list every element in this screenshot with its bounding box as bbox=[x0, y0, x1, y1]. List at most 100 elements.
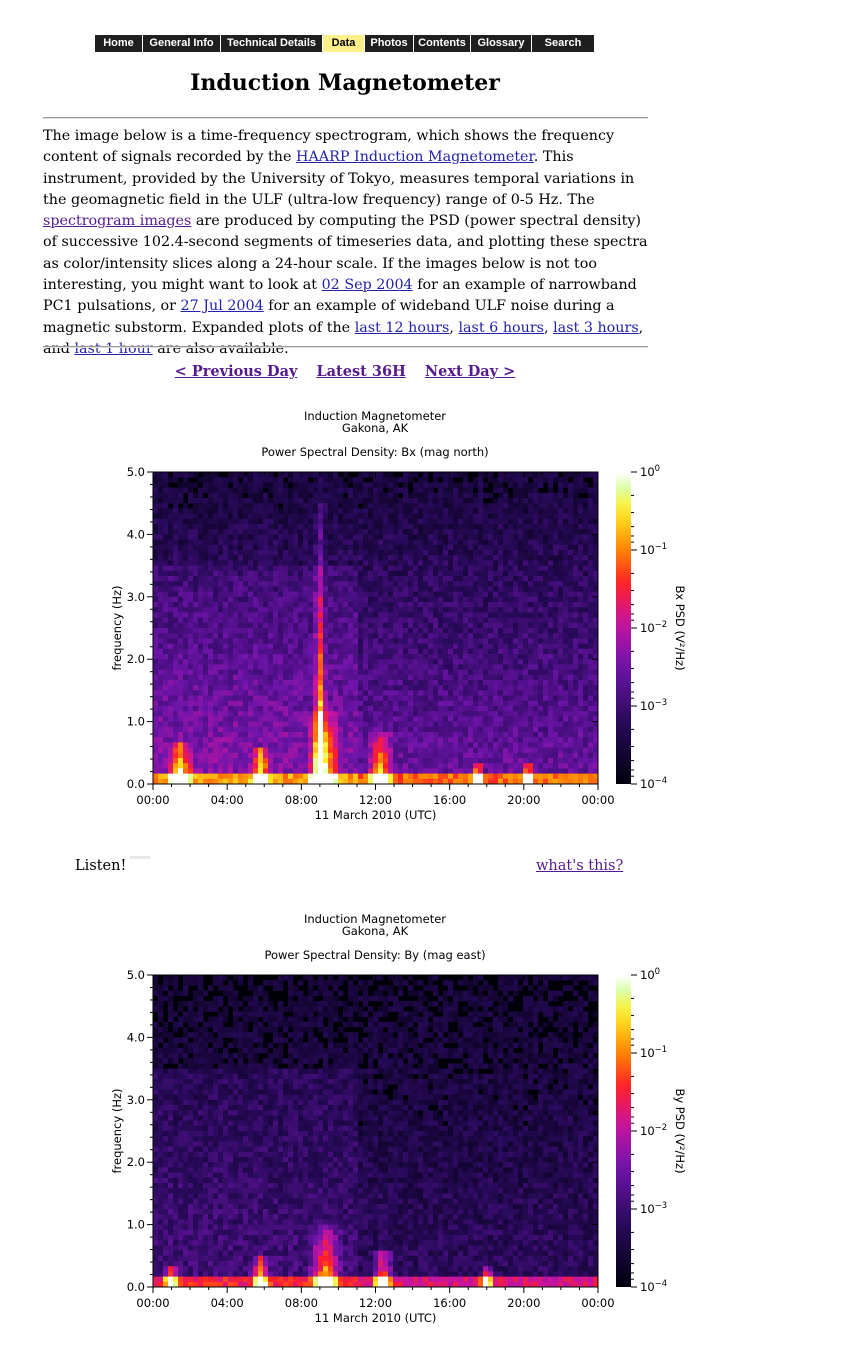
heatmap-cell bbox=[313, 726, 319, 733]
heatmap-cell bbox=[513, 550, 519, 556]
heatmap-cell bbox=[318, 602, 324, 608]
heatmap-cell bbox=[458, 711, 464, 717]
latest-36h-link[interactable]: Latest 36H bbox=[316, 363, 406, 380]
sep-2004-link[interactable]: 02 Sep 2004 bbox=[321, 277, 413, 294]
heatmap-cell bbox=[553, 612, 559, 618]
heatmap-cell bbox=[373, 576, 379, 582]
heatmap-cell bbox=[303, 747, 309, 754]
heatmap-cell bbox=[328, 721, 334, 728]
heatmap-cell bbox=[373, 622, 379, 629]
heatmap-cell bbox=[398, 628, 404, 634]
heatmap-cell bbox=[158, 570, 164, 577]
heatmap-cell bbox=[258, 742, 264, 748]
heatmap-cell bbox=[288, 742, 294, 748]
heatmap-cell bbox=[403, 716, 409, 722]
heatmap-cell bbox=[428, 565, 434, 572]
heatmap-cell bbox=[458, 680, 464, 686]
heatmap-cell bbox=[183, 539, 189, 546]
heatmap-cell bbox=[328, 711, 334, 717]
heatmap-cell bbox=[533, 591, 539, 598]
heatmap-cell bbox=[483, 664, 489, 670]
heatmap-cell bbox=[223, 773, 229, 780]
heatmap-cell bbox=[558, 477, 564, 483]
heatmap-cell bbox=[553, 763, 559, 769]
heatmap-cell bbox=[528, 700, 534, 707]
heatmap-cell bbox=[433, 534, 439, 540]
next-day-link[interactable]: Next Day > bbox=[424, 363, 516, 380]
heatmap-cell bbox=[443, 768, 449, 774]
heatmap-cell bbox=[298, 633, 304, 639]
heatmap-cell bbox=[418, 482, 424, 488]
heatmap-cell bbox=[383, 508, 389, 514]
heatmap-cell bbox=[303, 518, 309, 525]
heatmap-cell bbox=[283, 685, 289, 691]
magnetometer-link[interactable]: HAARP Induction Magnetometer bbox=[296, 149, 534, 166]
heatmap-cell bbox=[183, 690, 189, 696]
nav-tab-glossary[interactable]: Glossary bbox=[471, 35, 532, 52]
heatmap-cell bbox=[303, 659, 309, 665]
nav-tab-data[interactable]: Data bbox=[323, 35, 365, 52]
heatmap-cell bbox=[163, 482, 169, 488]
heatmap-cell bbox=[448, 524, 454, 530]
heatmap-cell bbox=[173, 747, 179, 754]
heatmap-cell bbox=[428, 487, 434, 494]
last-6-hours-link[interactable]: last 6 hours bbox=[458, 319, 545, 336]
heatmap-cell bbox=[403, 591, 409, 598]
heatmap-cell bbox=[168, 529, 174, 535]
heatmap-cell bbox=[468, 648, 474, 655]
last-1-hour-link[interactable]: last 1 hour bbox=[74, 340, 153, 357]
heatmap-cell bbox=[153, 680, 159, 686]
heatmap-cell bbox=[298, 674, 304, 681]
heatmap-cell bbox=[183, 508, 189, 514]
nav-tab-home[interactable]: Home bbox=[95, 35, 143, 52]
last-12-hours-link[interactable]: last 12 hours bbox=[354, 319, 450, 336]
heatmap-cell bbox=[233, 555, 239, 561]
heatmap-cell bbox=[553, 508, 559, 514]
heatmap-cell bbox=[368, 560, 374, 566]
nav-tab-technical-details[interactable]: Technical Details bbox=[221, 35, 323, 52]
heatmap-cell bbox=[553, 659, 559, 665]
heatmap-cell bbox=[473, 648, 479, 655]
heatmap-cell bbox=[443, 472, 449, 478]
heatmap-cell bbox=[408, 550, 414, 556]
heatmap-cell bbox=[273, 654, 279, 660]
nav-tab-photos[interactable]: Photos bbox=[365, 35, 414, 52]
heatmap-cell bbox=[228, 513, 234, 520]
nav-tab-general-info[interactable]: General Info bbox=[143, 35, 221, 52]
heatmap-cell bbox=[203, 685, 209, 691]
spectrogram-images-link[interactable]: spectrogram images bbox=[43, 213, 192, 230]
heatmap-cell bbox=[388, 664, 394, 670]
heatmap-cell bbox=[483, 732, 489, 738]
heatmap-cell bbox=[468, 544, 474, 551]
heatmap-cell bbox=[423, 492, 429, 499]
heatmap-cell bbox=[428, 758, 434, 764]
heatmap-cell bbox=[368, 565, 374, 572]
heatmap-cell bbox=[438, 555, 444, 561]
heatmap-cell bbox=[153, 664, 159, 670]
heatmap-cell bbox=[538, 654, 544, 660]
heatmap-cell bbox=[403, 726, 409, 733]
heatmap-cell bbox=[558, 508, 564, 514]
heatmap-cell bbox=[208, 726, 214, 733]
nav-tab-search[interactable]: Search bbox=[532, 35, 595, 52]
last-3-hours-link[interactable]: last 3 hours bbox=[553, 319, 639, 336]
heatmap-cell bbox=[283, 654, 289, 660]
heatmap-cell bbox=[508, 752, 514, 759]
heatmap-cell bbox=[213, 721, 219, 728]
heatmap-cell bbox=[543, 700, 549, 707]
nav-tab-contents[interactable]: Contents bbox=[414, 35, 471, 52]
heatmap-cell bbox=[478, 524, 484, 530]
heatmap-cell bbox=[343, 773, 349, 780]
heatmap-cell bbox=[388, 768, 394, 774]
heatmap-cell bbox=[428, 674, 434, 681]
heatmap-cell bbox=[228, 607, 234, 613]
heatmap-cell bbox=[188, 654, 194, 660]
previous-day-link[interactable]: < Previous Day bbox=[174, 363, 298, 380]
heatmap-cell bbox=[428, 622, 434, 629]
heatmap-cell bbox=[198, 565, 204, 572]
heatmap-cell bbox=[378, 508, 384, 514]
heatmap-cell bbox=[198, 680, 204, 686]
jul-2004-link[interactable]: 27 Jul 2004 bbox=[180, 298, 264, 315]
heatmap-cell bbox=[208, 674, 214, 681]
heatmap-cell bbox=[293, 690, 299, 696]
